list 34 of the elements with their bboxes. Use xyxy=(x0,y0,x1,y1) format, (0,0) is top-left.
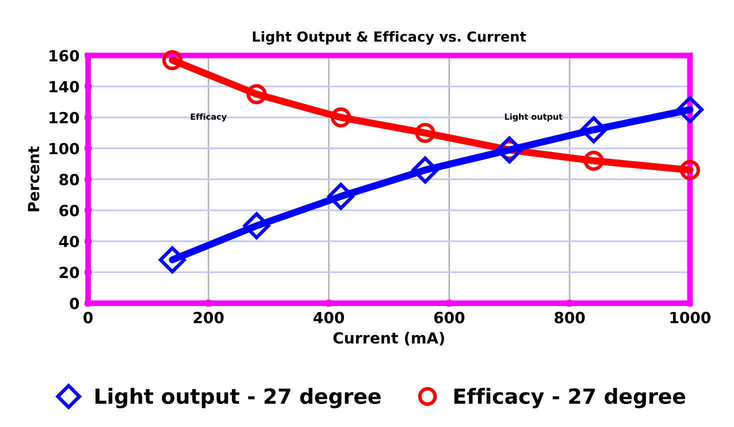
y-tick-label: 0 xyxy=(70,298,80,310)
chart-title: Light Output & Efficacy vs. Current xyxy=(252,31,526,45)
x-axis-title: Current (mA) xyxy=(333,332,444,346)
y-tick-label: 100 xyxy=(50,142,80,154)
y-tick-label: 140 xyxy=(50,80,80,92)
point xyxy=(584,150,604,171)
y-axis-title: Percent xyxy=(28,146,40,212)
point xyxy=(330,107,351,128)
y-tick-label: 20 xyxy=(60,266,80,278)
point xyxy=(580,116,608,144)
x-tick-label: 1000 xyxy=(670,312,710,324)
y-tick-label: 160 xyxy=(50,50,80,62)
x-tick-label: 800 xyxy=(554,312,585,324)
x-tick-label: 0 xyxy=(83,312,93,324)
x-tick-label: 400 xyxy=(314,312,344,324)
annotation: Light output xyxy=(505,113,563,122)
y-tick-label: 80 xyxy=(59,174,80,186)
y-tick-label: 120 xyxy=(50,112,80,124)
legend-label: Efficacy - 27 degree xyxy=(454,388,686,408)
point xyxy=(243,212,270,240)
legend-label: Light output - 27 degree xyxy=(96,388,381,408)
point xyxy=(415,122,436,143)
point xyxy=(412,156,439,184)
x-tick-label: 600 xyxy=(434,312,464,324)
point xyxy=(676,96,704,124)
point xyxy=(327,182,354,210)
point xyxy=(246,84,267,104)
y-tick-label: 40 xyxy=(59,236,80,248)
y-tick-label: 60 xyxy=(59,204,80,216)
annotation: Efficacy xyxy=(190,113,227,122)
point xyxy=(158,246,186,274)
point xyxy=(680,160,700,180)
x-tick-label: 200 xyxy=(194,312,224,324)
point xyxy=(162,50,182,70)
